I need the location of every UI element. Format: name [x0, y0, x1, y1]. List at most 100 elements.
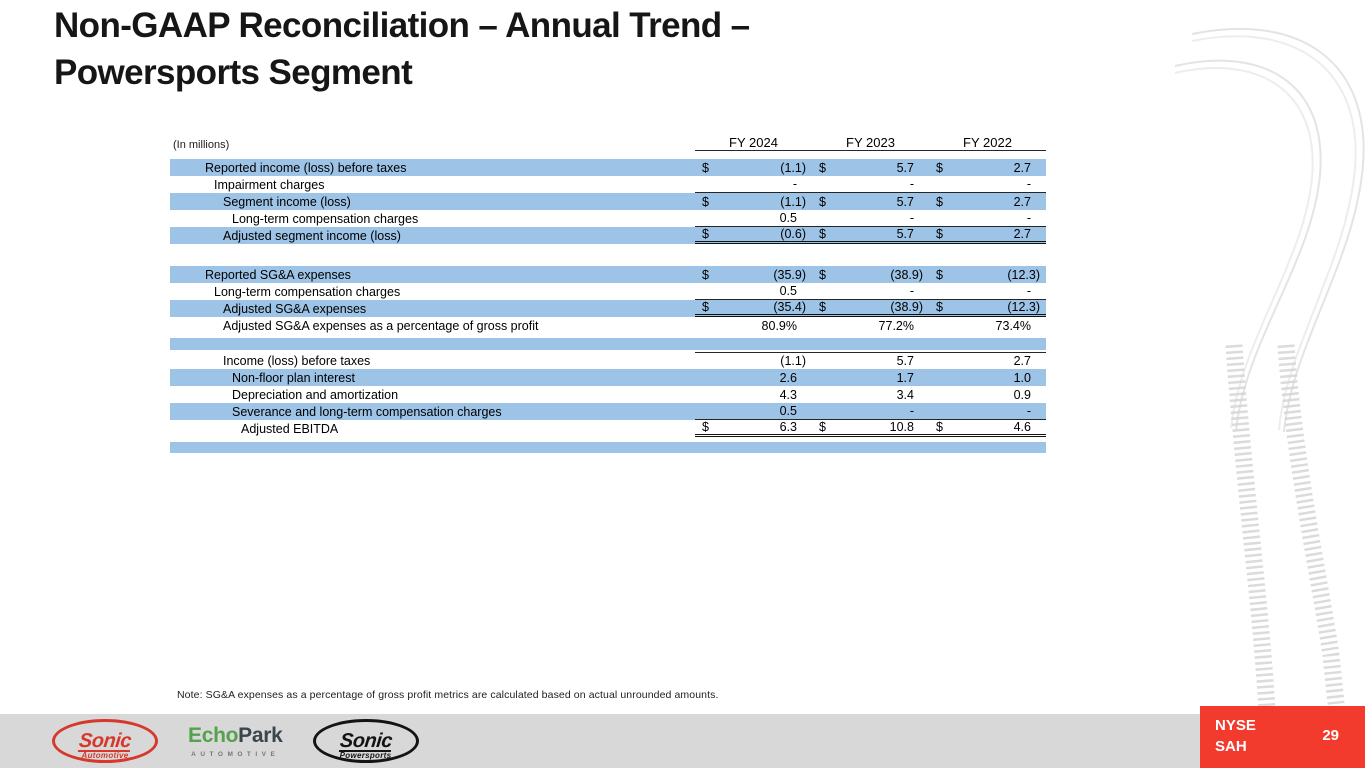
sonic-powersports-logo: Sonic Powersports	[312, 719, 419, 763]
cell-value: 5.7	[896, 160, 914, 175]
dollar-sign: $	[702, 267, 709, 282]
cell-value: (38.9)	[890, 267, 923, 282]
echopark-logo: EchoPark AUTOMOTIVE	[188, 724, 283, 758]
cell-value: 1.7	[896, 370, 914, 385]
row-label: Long-term compensation charges	[214, 284, 401, 299]
cell-value: -	[1026, 177, 1031, 191]
cell-value: -	[1026, 404, 1031, 418]
table-row: Depreciation and amortization 4.3 3.4 0.9	[170, 386, 1046, 403]
table-row: Long-term compensation charges 0.5 - -	[170, 283, 1046, 300]
row-label: Depreciation and amortization	[232, 387, 399, 402]
row-label: Impairment charges	[214, 177, 325, 192]
value-cell: $ (12.3)	[929, 268, 1046, 282]
sonic-automotive-logo: Sonic Automotive	[52, 719, 158, 763]
value-cell: 1.7	[812, 371, 929, 385]
value-cell: $ (38.9)	[812, 268, 929, 282]
cell-value: (1.1)	[780, 194, 806, 209]
echopark-wordmark-park: Park	[238, 724, 283, 747]
dollar-sign: $	[936, 194, 943, 209]
table-row: Severance and long-term compensation cha…	[170, 403, 1046, 420]
cell-value: 77.2%	[878, 318, 914, 333]
table-body: Reported income (loss) before taxes $ (1.1…	[170, 159, 1046, 453]
table-row: Reported SG&A expenses $ (35.9) $ (38.9) $ (12…	[170, 266, 1046, 283]
dollar-sign: $	[819, 194, 826, 209]
cell-value: (1.1)	[780, 160, 806, 175]
table-row: Reported income (loss) before taxes $ (1.1…	[170, 159, 1046, 176]
cell-value: 10.8	[889, 420, 914, 434]
sonic-automotive-sublabel: Automotive	[81, 751, 129, 760]
table-header-row: (In millions) FY 2024 FY 2023 FY 2022	[170, 131, 1046, 151]
value-cell: 80.9%	[695, 319, 812, 333]
dollar-sign: $	[702, 160, 709, 175]
sonic-powersports-sublabel: Powersports	[339, 751, 392, 760]
table-row: Adjusted EBITDA $6.3 $10.8 $4.6	[170, 420, 1046, 437]
value-cell: 0.5	[695, 211, 812, 225]
value-cell: (1.1)	[695, 354, 812, 368]
cell-value: 5.7	[896, 194, 914, 209]
cell-value: (0.6)	[780, 227, 806, 241]
cell-value: (38.9)	[890, 300, 923, 314]
row-label: Income (loss) before taxes	[223, 353, 371, 368]
row-label: Adjusted segment income (loss)	[223, 228, 401, 243]
value-cell: -	[695, 177, 812, 191]
blank-row	[170, 338, 1046, 350]
dollar-sign: $	[702, 227, 709, 241]
cell-value: -	[909, 211, 914, 225]
value-cell: -	[929, 177, 1046, 191]
dollar-sign: $	[702, 420, 709, 434]
dollar-sign: $	[936, 160, 943, 175]
value-cell: -	[812, 211, 929, 225]
cell-value: 6.3	[779, 420, 797, 434]
echopark-sublabel: AUTOMOTIVE	[191, 751, 280, 758]
cell-value: 0.5	[779, 284, 797, 298]
footnote-text: Note: SG&A expenses as a percentage of g…	[177, 689, 719, 701]
cell-value: 80.9%	[761, 318, 797, 333]
row-label: Non-floor plan interest	[232, 370, 355, 385]
dollar-sign: $	[702, 194, 709, 209]
ticker-text: NYSE SAH	[1215, 715, 1256, 757]
value-cell: $2.7	[929, 161, 1046, 175]
value-cell: $ (35.9)	[695, 268, 812, 282]
cell-value: 5.7	[896, 354, 914, 368]
value-cell: $ (12.3)	[929, 300, 1046, 314]
cell-value: 0.5	[779, 404, 797, 418]
cell-value: (35.9)	[773, 267, 806, 282]
cell-value: 4.3	[779, 387, 797, 402]
page-title: Non-GAAP Reconciliation – Annual Trend –…	[54, 2, 750, 96]
footer-bar: Sonic Automotive EchoPark AUTOMOTIVE Son…	[0, 714, 1200, 768]
value-cell: $4.6	[929, 420, 1046, 434]
echopark-wordmark-echo: Echo	[188, 724, 239, 747]
cell-value: 73.4%	[995, 318, 1031, 333]
ticker-line2: SAH	[1215, 738, 1247, 755]
tire-tracks-graphic	[1174, 27, 1365, 768]
column-header-fy2022: FY 2022	[963, 135, 1012, 150]
value-cell: $5.7	[812, 227, 929, 241]
cell-value: 0.5	[779, 211, 797, 225]
value-cell: 1.0	[929, 371, 1046, 385]
cell-value: 3.4	[896, 387, 914, 402]
column-header-fy2023: FY 2023	[846, 135, 895, 150]
value-cell: 5.7	[812, 354, 929, 368]
value-cell: 2.7	[929, 354, 1046, 368]
value-cell: 0.5	[695, 284, 812, 298]
row-label: Adjusted EBITDA	[241, 421, 339, 436]
value-cell: -	[929, 211, 1046, 225]
value-cell: -	[812, 177, 929, 191]
value-cell: $2.7	[929, 227, 1046, 241]
cell-value: -	[909, 404, 914, 418]
cell-value: 2.7	[1013, 227, 1031, 241]
cell-value: (12.3)	[1007, 267, 1040, 282]
value-cell: $6.3	[695, 420, 812, 434]
page-number: 29	[1322, 727, 1339, 744]
value-cell: $10.8	[812, 420, 929, 434]
cell-value: (1.1)	[780, 354, 806, 368]
row-label: Reported SG&A expenses	[205, 267, 351, 282]
dollar-sign: $	[936, 267, 943, 282]
table-row: Segment income (loss) $ (1.1) $5.7 $2.7	[170, 193, 1046, 210]
value-cell: $ (38.9)	[812, 300, 929, 314]
value-cell: 2.6	[695, 371, 812, 385]
cell-value: 5.7	[896, 227, 914, 241]
dollar-sign: $	[819, 267, 826, 282]
ticker-badge: NYSE SAH 29	[1200, 706, 1365, 768]
table-row: Income (loss) before taxes (1.1) 5.7 2.7	[170, 352, 1046, 369]
